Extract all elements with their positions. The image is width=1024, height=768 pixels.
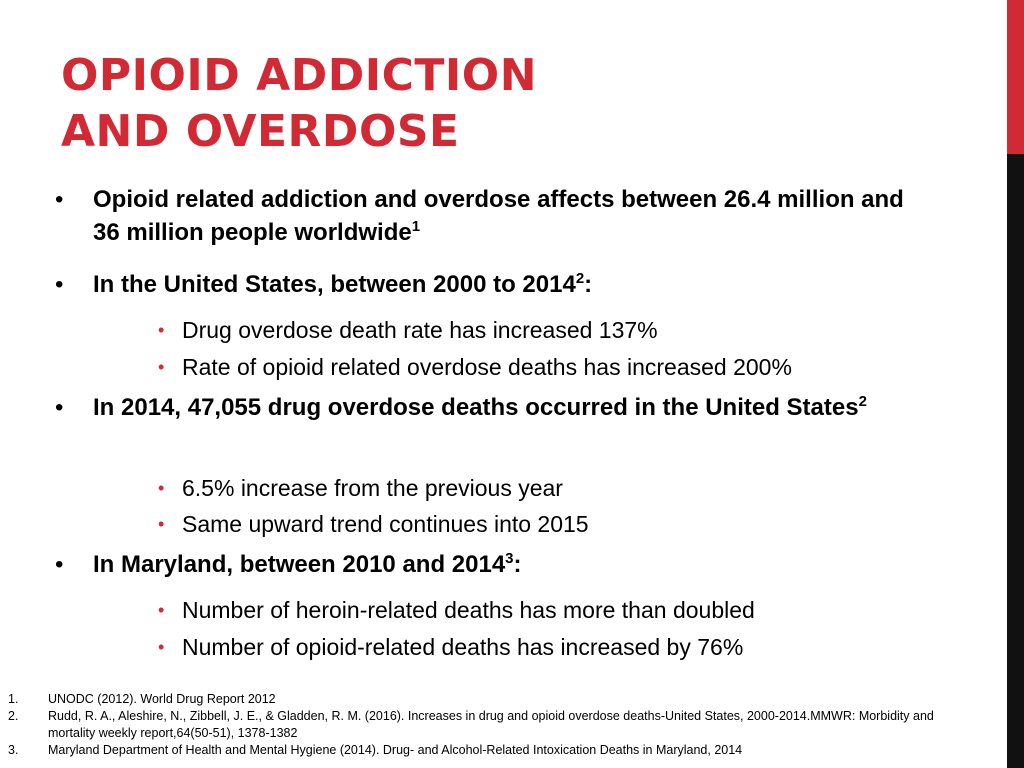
- main-bullet-text: In Maryland, between 2010 and 20143:: [93, 550, 522, 578]
- footnote-ref: 1: [411, 218, 421, 235]
- main-bullet-text: In 2014, 47,055 drug overdose deaths occ…: [93, 393, 867, 421]
- reference-item: 3. Maryland Department of Health and Men…: [8, 742, 978, 759]
- accent-bar: [1007, 0, 1024, 768]
- main-bullet-maryland: • In Maryland, between 2010 and 20143:: [55, 548, 935, 581]
- sub-bullet: • Rate of opioid related overdose deaths…: [158, 352, 918, 382]
- reference-item: 1. UNODC (2012). World Drug Report 2012: [8, 691, 978, 708]
- footnote-ref: 2: [575, 270, 585, 287]
- sub-bullet-text: 6.5% increase from the previous year: [182, 475, 563, 501]
- reference-text: Rudd, R. A., Aleshire, N., Zibbell, J. E…: [48, 709, 934, 740]
- slide-title: OPIOID ADDICTION AND OVERDOSE: [61, 48, 537, 160]
- sub-bullet-text: Drug overdose death rate has increased 1…: [182, 317, 658, 343]
- accent-bar-red: [1007, 0, 1024, 154]
- main-bullet-united-states: • In the United States, between 2000 to …: [55, 268, 935, 301]
- sub-bullet-dot: •: [158, 600, 165, 620]
- main-bullet-worldwide: • Opioid related addiction and overdose …: [55, 183, 935, 249]
- sub-bullet: • 6.5% increase from the previous year: [158, 473, 918, 503]
- accent-bar-dark: [1007, 154, 1024, 768]
- sub-bullet-dot: •: [158, 357, 165, 377]
- sub-bullet: • Number of heroin-related deaths has mo…: [158, 595, 918, 625]
- bullet-dot: •: [55, 271, 64, 298]
- sub-bullet-text: Rate of opioid related overdose deaths h…: [182, 354, 792, 380]
- reference-number: 2.: [8, 709, 19, 723]
- sub-bullet-dot: •: [158, 514, 165, 534]
- sub-bullet: • Same upward trend continues into 2015: [158, 509, 918, 539]
- bullet-dot: •: [55, 186, 64, 213]
- sub-bullet-text: Number of opioid-related deaths has incr…: [182, 634, 744, 660]
- reference-item: 2. Rudd, R. A., Aleshire, N., Zibbell, J…: [8, 708, 978, 742]
- reference-text: Maryland Department of Health and Mental…: [48, 743, 743, 757]
- sub-bullet: • Number of opioid-related deaths has in…: [158, 632, 918, 662]
- slide-title-line-1: OPIOID ADDICTION: [61, 50, 538, 101]
- reference-text: UNODC (2012). World Drug Report 2012: [48, 692, 276, 706]
- bullet-dot: •: [55, 394, 64, 421]
- bullet-dot: •: [55, 551, 64, 578]
- sub-bullet-dot: •: [158, 637, 165, 657]
- sub-bullet-dot: •: [158, 478, 165, 498]
- sub-bullet: • Drug overdose death rate has increased…: [158, 315, 918, 345]
- sub-bullet-text: Same upward trend continues into 2015: [182, 511, 589, 537]
- footnote-ref: 3: [505, 550, 514, 567]
- slide-title-line-2: AND OVERDOSE: [61, 106, 460, 157]
- main-bullet-text: Opioid related addiction and overdose af…: [93, 186, 904, 246]
- references-list: 1. UNODC (2012). World Drug Report 2012 …: [8, 691, 978, 759]
- footnote-ref: 2: [858, 393, 867, 410]
- reference-number: 3.: [8, 743, 19, 757]
- sub-bullet-dot: •: [158, 320, 165, 340]
- sub-bullet-text: Number of heroin-related deaths has more…: [182, 597, 755, 623]
- reference-number: 1.: [8, 692, 19, 706]
- main-bullet-2014-deaths: • In 2014, 47,055 drug overdose deaths o…: [55, 391, 935, 424]
- main-bullet-text: In the United States, between 2000 to 20…: [93, 270, 593, 298]
